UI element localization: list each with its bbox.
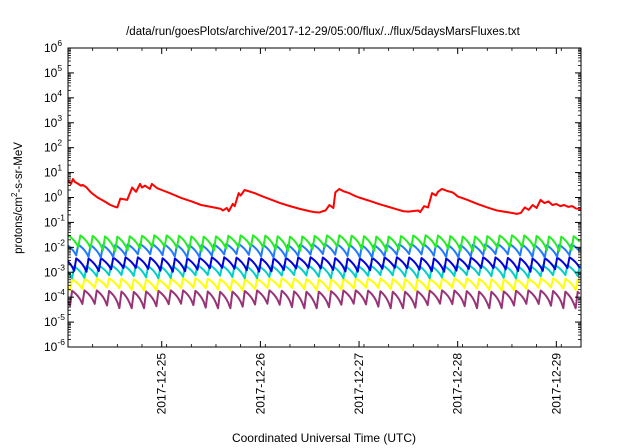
x-tick-label: 2017-12-25 — [155, 353, 169, 415]
y-tick-label: 100 — [44, 188, 62, 205]
y-axis-label: protons/cm2-s-sr-MeV — [10, 142, 25, 254]
y-tick-label: 104 — [44, 88, 62, 105]
y-tick-label: 10-5 — [44, 312, 65, 329]
series-line — [67, 289, 581, 310]
y-tick-label: 106 — [44, 38, 62, 55]
y-tick-label: 105 — [44, 63, 62, 80]
x-tick-label: 2017-12-29 — [549, 353, 563, 415]
x-axis-label: Coordinated Universal Time (UTC) — [232, 431, 416, 445]
x-tick-label: 2017-12-27 — [352, 353, 366, 415]
y-tick-label: 10-4 — [44, 287, 65, 304]
x-axis: 2017-12-25 2017-12-26 2017-12-27 2017-12-28… — [67, 48, 563, 415]
series-line — [67, 264, 581, 280]
y-tick-label: 10-1 — [44, 212, 65, 229]
x-tick-label: 2017-12-28 — [451, 353, 465, 415]
y-tick-label: 102 — [44, 138, 62, 155]
y-tick-label: 103 — [44, 113, 62, 130]
series-layer — [67, 178, 582, 310]
y-axis: 106 105 104 103 102 101 100 10-1 10-2 10-3 10-4 10-… — [44, 38, 581, 354]
y-tick-label: 101 — [44, 163, 62, 180]
x-tick-label: 2017-12-26 — [253, 353, 267, 415]
y-tick-label: 10-2 — [44, 237, 65, 254]
y-tick-label: 10-3 — [44, 262, 65, 279]
series-line — [67, 234, 581, 253]
series-line — [67, 178, 582, 215]
chart-title: /data/run/goesPlots/archive/2017-12-29/0… — [126, 26, 521, 38]
y-tick-label: 10-6 — [44, 337, 65, 354]
series-line — [67, 256, 581, 273]
series-line — [67, 277, 581, 292]
